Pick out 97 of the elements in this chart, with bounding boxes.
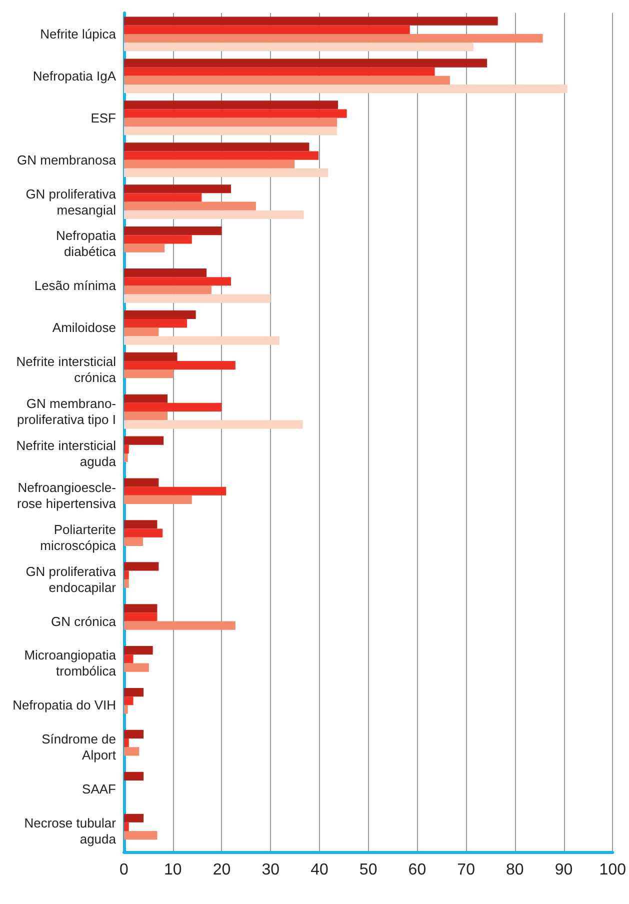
bar xyxy=(124,570,129,580)
x-tick-label: 10 xyxy=(164,862,182,878)
x-tick-label: 100 xyxy=(599,862,626,878)
bar xyxy=(124,58,488,68)
bar xyxy=(124,370,174,378)
bar xyxy=(124,160,295,168)
bar xyxy=(124,520,158,529)
y-tick-label: Lesão mínima xyxy=(34,278,117,294)
x-tick-label: 20 xyxy=(212,862,231,878)
bar xyxy=(124,730,144,739)
bar xyxy=(124,210,304,219)
y-tick-label: Nefroangioescle- rose hipertensiva xyxy=(17,480,117,511)
bar xyxy=(124,696,134,706)
bar xyxy=(124,168,328,178)
bar xyxy=(124,562,159,571)
bar xyxy=(124,268,207,278)
bar xyxy=(124,184,232,194)
bar xyxy=(124,537,144,546)
bar xyxy=(124,420,303,429)
bar xyxy=(124,84,568,94)
bar xyxy=(124,126,338,136)
bar xyxy=(124,34,543,43)
x-tick-label: 70 xyxy=(457,862,476,878)
bar xyxy=(124,244,165,252)
y-tick-label: Necrose tubular aguda xyxy=(24,816,117,847)
y-tick-label: GN crónica xyxy=(50,614,117,629)
bar xyxy=(124,310,196,320)
bar xyxy=(124,646,153,655)
bar xyxy=(124,436,164,445)
y-tick-label: Nefrite intersticial aguda xyxy=(16,438,117,469)
bar xyxy=(124,394,168,403)
bar xyxy=(124,328,159,336)
y-tick-label: Nefropatia diabética xyxy=(56,228,117,260)
y-tick-label: Nefrite intersticial crónica xyxy=(16,354,117,386)
y-tick-label: GN proliferativa mesangial xyxy=(26,186,117,218)
y-tick-label: GN proliferativa endocapilar xyxy=(26,564,117,595)
y-tick-label: Nefropatia do VIH xyxy=(12,698,116,713)
bar xyxy=(124,319,188,328)
bar xyxy=(124,814,144,822)
bar xyxy=(124,663,149,672)
bar xyxy=(124,772,144,780)
bar xyxy=(124,528,163,538)
y-tick-label: Nefropatia IgA xyxy=(32,68,116,84)
bar xyxy=(124,831,158,840)
bar xyxy=(124,453,128,462)
bar xyxy=(124,402,222,412)
bar xyxy=(124,235,192,244)
bar xyxy=(124,336,280,345)
bar xyxy=(124,286,212,294)
bar xyxy=(124,277,232,286)
bar xyxy=(124,412,168,420)
x-tick-label: 30 xyxy=(262,862,280,878)
bar xyxy=(124,142,310,152)
y-tick-label: GN membrano- proliferativa tipo I xyxy=(17,396,116,428)
x-tick-label: 60 xyxy=(408,862,426,878)
y-tick-label: GN membranosa xyxy=(17,152,117,168)
bar xyxy=(124,688,144,697)
bar xyxy=(124,151,318,160)
bar xyxy=(124,226,222,236)
bar xyxy=(124,747,140,756)
bar xyxy=(124,822,129,832)
bar xyxy=(124,109,347,118)
bar xyxy=(124,654,134,664)
bar xyxy=(124,621,236,630)
x-tick-label: 80 xyxy=(506,862,524,878)
y-tick-label: SAAF xyxy=(82,782,116,797)
bar xyxy=(124,42,474,52)
bar xyxy=(124,360,236,370)
bar xyxy=(124,486,226,496)
bar xyxy=(124,478,159,487)
bar xyxy=(124,25,410,34)
bar xyxy=(124,118,338,126)
y-tick-label: Amiloidose xyxy=(52,320,116,336)
bar xyxy=(124,612,158,622)
bar xyxy=(124,705,128,714)
x-tick-label: 40 xyxy=(310,862,328,878)
y-tick-label: Síndrome de Alport xyxy=(42,732,116,763)
bar xyxy=(124,604,158,613)
y-tick-label: ESF xyxy=(90,110,116,126)
y-tick-label: Nefrite lúpica xyxy=(40,26,117,42)
bar xyxy=(124,444,129,454)
bar xyxy=(124,579,129,588)
bar xyxy=(124,76,450,85)
bar xyxy=(124,352,178,361)
bar xyxy=(124,67,435,76)
y-tick-label: Poliarterite microscópica xyxy=(40,522,117,553)
bar xyxy=(124,100,338,110)
bar xyxy=(124,738,129,748)
bar xyxy=(124,16,498,26)
y-tick-label: Microangiopatia trombólica xyxy=(24,648,117,679)
bar xyxy=(124,495,192,504)
bar xyxy=(124,294,271,303)
bar xyxy=(124,202,256,210)
x-tick-label: 50 xyxy=(359,862,378,878)
x-tick-label: 0 xyxy=(120,862,129,878)
x-tick-label: 90 xyxy=(554,862,573,878)
bar xyxy=(124,193,202,202)
